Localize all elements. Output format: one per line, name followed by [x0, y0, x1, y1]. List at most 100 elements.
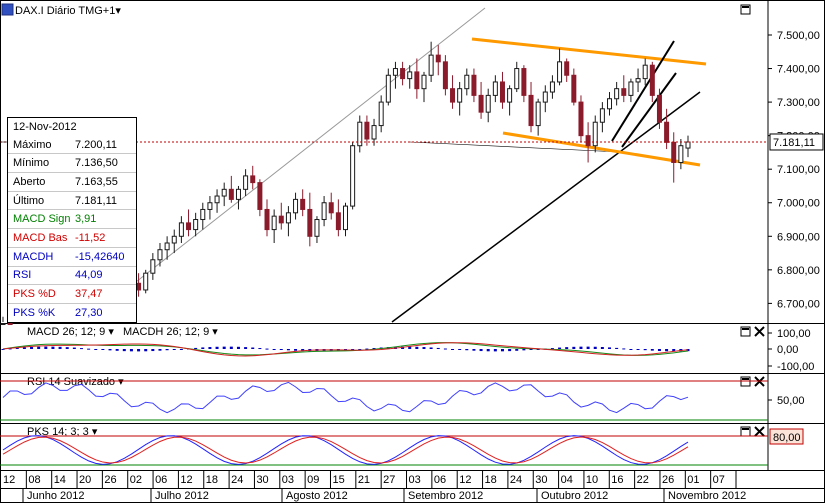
x-month-label: Setembro 2012	[408, 490, 483, 502]
x-day-label: 26	[662, 474, 674, 486]
macdh-bar	[122, 349, 126, 352]
y-tick-label: 6.900,00	[777, 231, 820, 243]
info-row-label: Aberto	[13, 175, 46, 188]
info-row: Máximo 7.200,11	[8, 136, 136, 154]
macdh-bar	[37, 346, 41, 349]
x-day-label: 01	[687, 474, 699, 486]
candle-body	[514, 68, 520, 90]
macdh-bar	[236, 346, 240, 349]
macdh-bar	[479, 349, 483, 352]
candle-body	[564, 61, 570, 76]
y-tick-label: 7.500,00	[777, 30, 820, 42]
candle-body	[307, 208, 313, 237]
info-row: MACD Bas -11,52	[8, 228, 136, 247]
last-price-box	[769, 133, 824, 151]
candle-body	[464, 74, 470, 90]
info-row-label: MACD Sign	[13, 213, 71, 226]
candle-body	[621, 88, 627, 96]
macdh-bar	[286, 349, 290, 351]
x-day-label: 18	[206, 474, 218, 486]
candle-body	[428, 54, 434, 76]
macdh-bar	[179, 349, 183, 350]
macdh-bar	[429, 347, 433, 349]
macdh-bar	[194, 347, 198, 349]
macdh-bar	[372, 348, 376, 349]
macdh-bar	[8, 348, 12, 350]
macdh-bar	[208, 347, 212, 349]
candle-body	[585, 135, 591, 147]
x-day-label: 12	[3, 474, 15, 486]
info-row-value: -15,42640	[75, 250, 125, 263]
macdh-bar	[108, 349, 112, 351]
panel-maximize-icon[interactable]	[740, 326, 751, 337]
candle-body	[400, 68, 406, 80]
macdh-bar	[665, 349, 669, 352]
macdh-bar	[650, 349, 654, 351]
macdh-bar	[58, 346, 62, 349]
channel-lower	[502, 131, 701, 167]
macdh-bar	[51, 346, 55, 349]
candle-body	[457, 88, 463, 103]
candle-body	[364, 121, 370, 140]
candle-body	[656, 94, 662, 123]
candle-body	[535, 101, 541, 127]
macdh-bar	[443, 348, 447, 350]
macdh-bar	[593, 346, 597, 349]
candle-body	[392, 68, 398, 76]
info-row: Último 7.181,11	[8, 190, 136, 210]
candle-body	[557, 61, 563, 83]
candle-body	[321, 202, 327, 221]
trendline-support	[391, 91, 701, 323]
x-day-label: 22	[637, 474, 649, 486]
macdh-bar	[493, 349, 497, 352]
candle-body	[178, 222, 184, 237]
macdh-bar	[351, 349, 355, 350]
candle-body	[278, 215, 284, 224]
candle-body	[521, 68, 527, 96]
macdh-bar	[550, 348, 554, 350]
candle-body	[378, 101, 384, 127]
rsi-tick-label: 50,00	[777, 395, 805, 407]
info-row: PKS %K 27,30	[8, 302, 136, 322]
maximize-icon[interactable]	[740, 4, 751, 15]
macdh-bar	[486, 349, 490, 352]
candle-body	[549, 81, 555, 93]
candle-body	[0, 323, 6, 326]
info-panel: 12-Nov-2012 Máximo 7.200,11 Mínimo 7.136,50…	[7, 117, 137, 323]
macdh-bar	[408, 346, 412, 349]
close-icon[interactable]	[754, 426, 765, 437]
macdh-bar	[615, 347, 619, 349]
candle-body	[243, 175, 249, 190]
x-day-label: 26	[104, 474, 116, 486]
x-day-label: 07	[713, 474, 725, 486]
info-row-label: MACDH	[13, 250, 54, 263]
macdh-bar	[272, 349, 276, 350]
candle-body	[492, 81, 498, 96]
candle-body	[171, 235, 177, 244]
macdh-bar	[294, 349, 298, 351]
macdh-bar	[279, 349, 283, 350]
info-row-value: 37,47	[75, 288, 103, 301]
x-day-label: 15	[332, 474, 344, 486]
macdh-bar	[536, 349, 540, 350]
macdh-bar	[72, 347, 76, 349]
macdh-bar	[608, 347, 612, 349]
candle-body	[599, 108, 605, 123]
macdh-bar	[529, 349, 533, 350]
x-day-label: 30	[535, 474, 547, 486]
x-day-label: 24	[231, 474, 243, 486]
x-day-label: 18	[485, 474, 497, 486]
wedge-upper	[611, 40, 675, 142]
x-day-label: 12	[180, 474, 192, 486]
candle-body	[350, 145, 356, 207]
macd-signal-line	[2, 342, 689, 356]
x-day-label: 16	[611, 474, 623, 486]
close-icon[interactable]	[754, 326, 765, 337]
info-row-label: Mínimo	[13, 157, 50, 170]
y-tick-label: 6.800,00	[777, 265, 820, 277]
candle-body	[300, 198, 306, 210]
macdh-bar	[472, 349, 476, 351]
info-row-value: 7.200,11	[75, 138, 118, 151]
x-day-label: 06	[434, 474, 446, 486]
